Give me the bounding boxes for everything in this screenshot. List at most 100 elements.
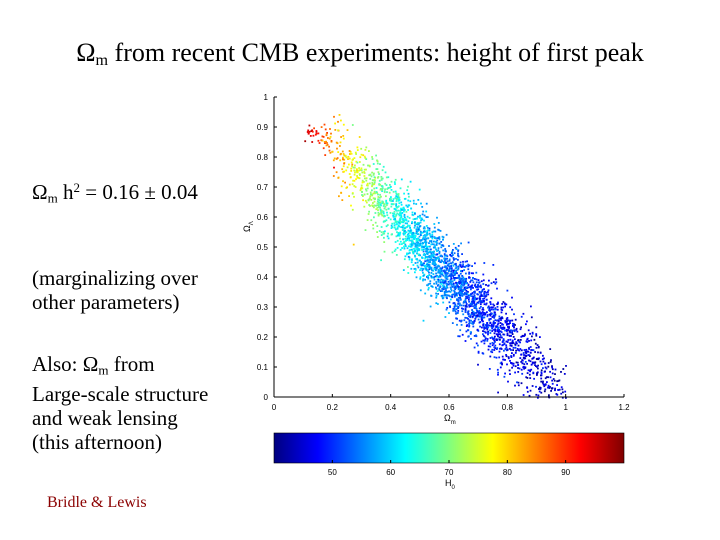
scatter-point (453, 252, 456, 255)
scatter-point (417, 266, 420, 269)
scatter-point (464, 260, 467, 263)
scatter-point (486, 311, 488, 314)
scatter-point (451, 252, 453, 254)
scatter-point (452, 271, 455, 274)
scatter-point (308, 124, 311, 127)
scatter-point (535, 358, 538, 360)
scatter-point (483, 288, 485, 290)
scatter-point (406, 215, 409, 218)
scatter-point (414, 236, 417, 239)
scatter-point (476, 286, 479, 288)
scatter-point (514, 343, 517, 346)
scatter-point (480, 290, 483, 293)
scatter-chart: 00.10.20.30.40.50.60.70.80.91 0 0.2 0.4 0.6… (242, 93, 630, 491)
scatter-point (418, 188, 421, 191)
scatter-point (366, 187, 369, 190)
scatter-point (505, 344, 508, 347)
scatter-point (396, 198, 398, 200)
scatter-point (407, 185, 409, 188)
scatter-point (509, 338, 512, 341)
scatter-point (365, 177, 368, 180)
scatter-point (380, 213, 383, 216)
scatter-point (473, 314, 475, 317)
scatter-point (487, 305, 490, 308)
scatter-point (457, 300, 460, 302)
scatter-point (350, 170, 353, 172)
scatter-point (507, 339, 510, 341)
scatter-point (556, 380, 559, 383)
scatter-point (423, 241, 426, 244)
scatter-point (342, 135, 345, 137)
also-line-2: Large-scale structure (32, 382, 209, 407)
scatter-point (486, 314, 489, 316)
scatter-point (426, 260, 428, 262)
scatter-point (444, 316, 447, 318)
scatter-point (499, 366, 502, 369)
scatter-point (460, 288, 463, 290)
scatter-point (373, 176, 376, 179)
scatter-point (531, 361, 534, 364)
scatter-point (427, 259, 430, 262)
scatter-point (445, 291, 448, 294)
scatter-point (543, 385, 546, 388)
scatter-point (426, 256, 428, 258)
scatter-point (488, 307, 491, 310)
scatter-point (475, 305, 477, 308)
scatter-point (401, 226, 404, 229)
scatter-point (549, 361, 552, 363)
scatter-point (381, 187, 384, 190)
scatter-point (482, 313, 485, 316)
scatter-point (465, 330, 468, 333)
scatter-point (540, 374, 543, 377)
scatter-point (544, 362, 546, 365)
scatter-point (487, 330, 489, 333)
scatter-point (360, 169, 363, 172)
scatter-point (477, 312, 480, 315)
scatter-point (410, 261, 413, 264)
scatter-point (403, 245, 405, 248)
scatter-point (414, 250, 416, 253)
scatter-point (394, 183, 396, 185)
scatter-point (495, 348, 498, 350)
scatter-point (456, 298, 458, 301)
scatter-point (424, 244, 427, 246)
scatter-point (346, 166, 349, 169)
scatter-point (441, 255, 444, 258)
scatter-point (472, 272, 474, 275)
scatter-point (449, 305, 451, 307)
scatter-point (365, 168, 367, 171)
scatter-point (471, 321, 474, 323)
scatter-point (531, 362, 534, 365)
scatter-point (350, 204, 352, 207)
scatter-point (502, 328, 504, 330)
scatter-point (322, 136, 325, 138)
scatter-point (423, 229, 426, 232)
scatter-point (537, 396, 539, 399)
scatter-point (449, 273, 452, 276)
scatter-point (483, 326, 485, 329)
scatter-point (528, 394, 531, 397)
scatter-point (483, 303, 486, 306)
scatter-point (520, 335, 523, 338)
scatter-point (430, 257, 433, 260)
scatter-point (515, 327, 518, 330)
scatter-point (377, 193, 379, 196)
scatter-point (468, 272, 470, 275)
scatter-point (433, 263, 436, 266)
marginalizing-line-2: other parameters) (32, 290, 180, 314)
scatter-point (429, 261, 432, 263)
scatter-point (386, 214, 389, 217)
scatter-point (468, 304, 470, 306)
scatter-point (424, 254, 427, 256)
scatter-point (468, 325, 471, 327)
scatter-point (509, 373, 511, 375)
scatter-point (463, 293, 466, 296)
scatter-point (503, 358, 505, 361)
scatter-point (537, 364, 539, 367)
scatter-point (507, 326, 510, 329)
scatter-point (441, 285, 444, 287)
scatter-point (376, 225, 379, 227)
scatter-point (488, 319, 491, 322)
scatter-point (489, 342, 492, 345)
scatter-point (458, 274, 461, 277)
